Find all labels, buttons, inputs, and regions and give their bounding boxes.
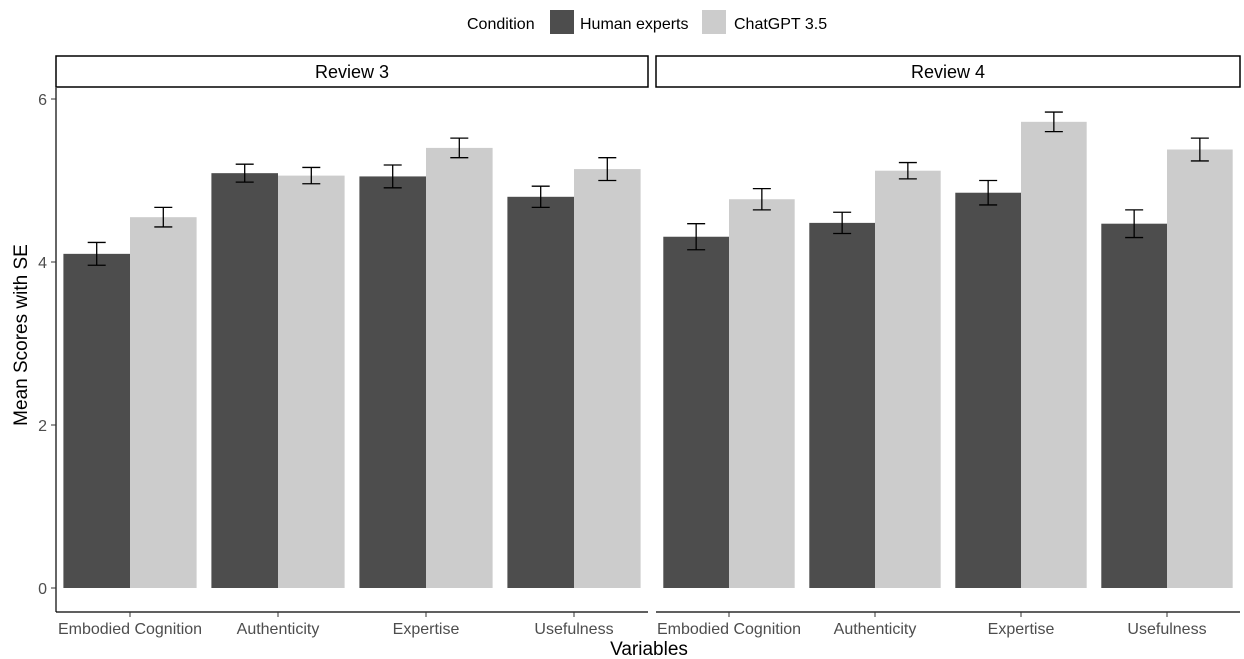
bar <box>211 173 278 589</box>
y-tick-label: 6 <box>38 92 47 109</box>
bar <box>130 217 197 589</box>
legend-title: Condition <box>467 16 535 33</box>
panel-2: Review 4 Embodied Cognition Authenticity Ex… <box>655 55 1241 638</box>
error-bar <box>235 163 254 183</box>
panel-1: Review 3 0 2 4 6 Embodied Cognition Authentici… <box>38 55 649 638</box>
x-tick-label: Authenticity <box>834 621 917 638</box>
bar <box>875 170 941 588</box>
bar <box>809 222 875 588</box>
error-bar <box>302 166 321 185</box>
panel-strip <box>655 55 1241 88</box>
x-tick-label: Expertise <box>988 621 1055 638</box>
x-tick-label: Usefulness <box>1127 621 1206 638</box>
x-axis-title: Variables <box>610 639 688 659</box>
legend-swatch-chatgpt <box>702 10 726 34</box>
bar <box>63 253 130 588</box>
y-tick-label: 0 <box>38 581 47 598</box>
panels: Review 3 0 2 4 6 Embodied Cognition Authentici… <box>38 55 1241 638</box>
bar <box>1101 223 1167 588</box>
x-tick-label: Embodied Cognition <box>58 621 202 638</box>
bar <box>955 192 1021 588</box>
y-tick-label: 4 <box>38 255 47 272</box>
panel-title: Review 4 <box>911 62 985 82</box>
error-bar <box>154 206 173 228</box>
x-tick-label: Embodied Cognition <box>657 621 801 638</box>
legend-label-chatgpt: ChatGPT 3.5 <box>734 16 827 33</box>
bar <box>1167 149 1233 588</box>
error-bar <box>687 223 706 251</box>
error-bar <box>752 187 771 211</box>
error-bar <box>87 241 106 266</box>
panel-strip <box>55 55 649 88</box>
error-bar <box>1044 111 1063 133</box>
bar <box>729 199 795 588</box>
error-bar <box>531 185 550 209</box>
bar <box>278 175 345 589</box>
x-tick-label: Expertise <box>393 621 460 638</box>
error-bar <box>598 157 617 182</box>
error-bar <box>450 137 469 159</box>
error-bar <box>1190 137 1209 162</box>
bar <box>359 176 426 589</box>
x-tick-label: Usefulness <box>534 621 613 638</box>
error-bar <box>898 161 917 180</box>
legend: Condition Human experts ChatGPT 3.5 <box>467 10 827 34</box>
error-bar <box>1125 209 1144 239</box>
bar <box>663 236 729 589</box>
bar <box>1021 121 1087 588</box>
y-axis-title: Mean Scores with SE <box>11 244 32 426</box>
error-bar <box>383 164 402 189</box>
bar <box>574 169 641 588</box>
x-tick-label: Authenticity <box>237 621 320 638</box>
panel-title: Review 3 <box>315 62 389 82</box>
y-tick-label: 2 <box>38 418 47 435</box>
error-bar <box>833 211 852 235</box>
bar <box>507 196 574 589</box>
error-bar <box>979 179 998 206</box>
legend-swatch-human-experts <box>550 10 574 34</box>
bar <box>426 147 493 588</box>
legend-label-human-experts: Human experts <box>580 16 689 33</box>
